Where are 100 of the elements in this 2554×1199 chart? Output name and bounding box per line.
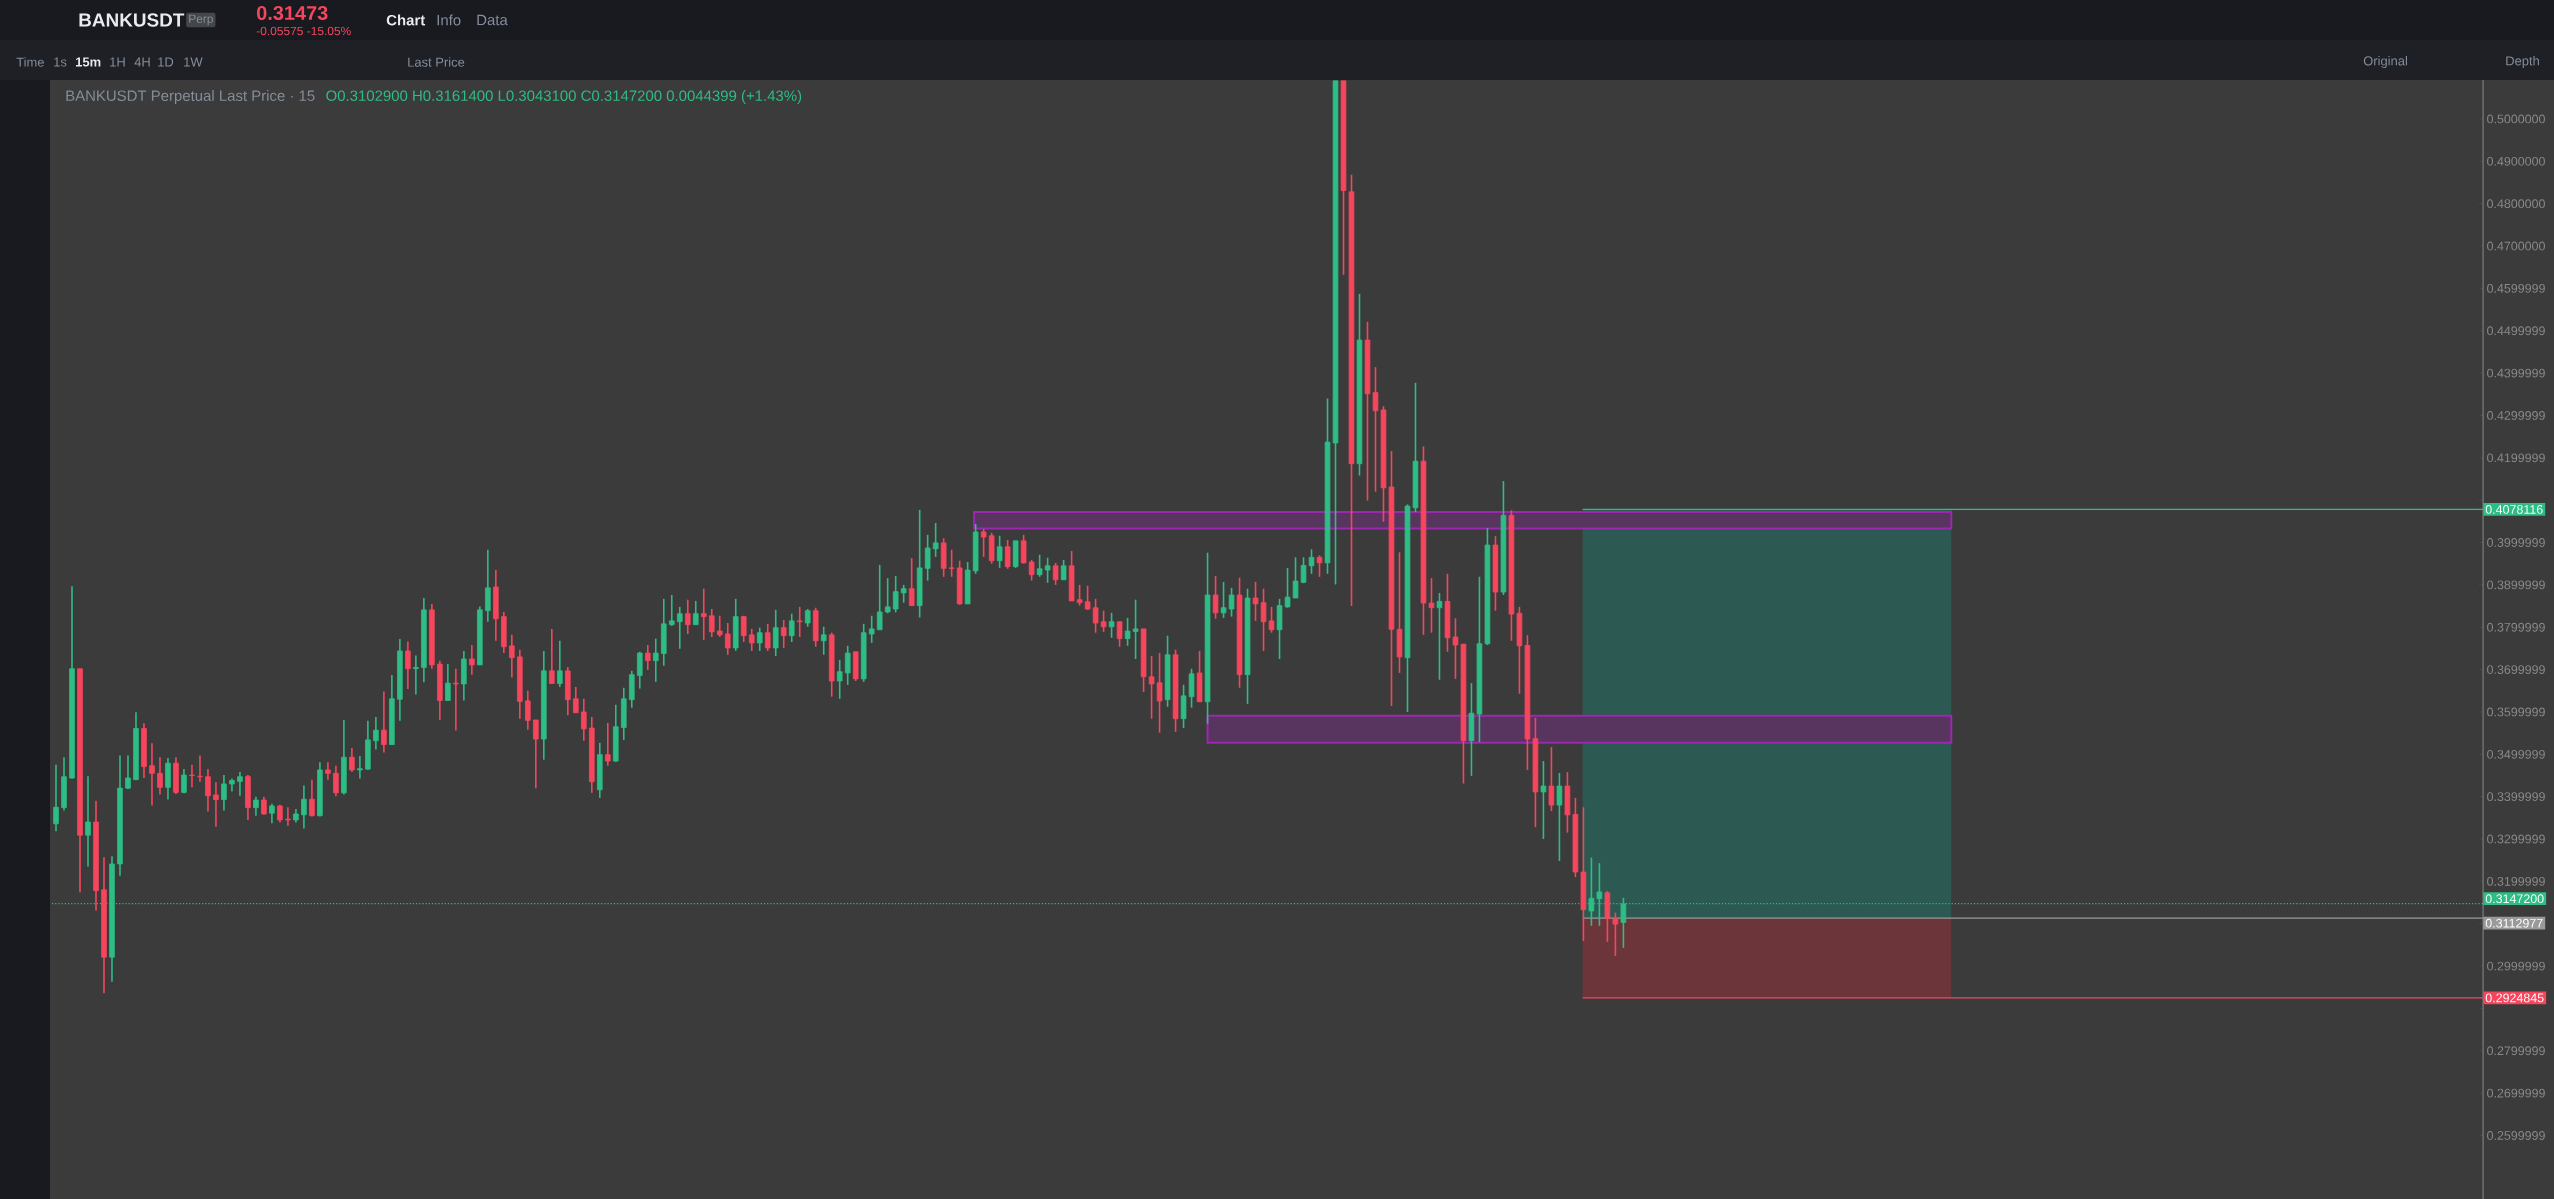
candlestick xyxy=(573,686,579,714)
candlestick xyxy=(1076,584,1083,607)
candlestick xyxy=(684,598,691,635)
y-tick-label: 0.4900000 xyxy=(2487,156,2545,166)
text: Perp xyxy=(189,14,213,26)
y-tick-label: 0.4700000 xyxy=(2487,241,2545,251)
y-tick-label: 0.3899999 xyxy=(2487,580,2545,590)
candlestick xyxy=(1060,559,1067,581)
ref-line-label: 0.2924845 xyxy=(2485,993,2544,1003)
candlestick xyxy=(357,755,363,780)
candlestick xyxy=(756,626,763,652)
ref-line-label: 0.3112977 xyxy=(2485,918,2543,928)
candlestick xyxy=(644,644,651,671)
candlestick xyxy=(1132,598,1139,660)
candlestick xyxy=(868,614,875,644)
candlestick xyxy=(237,771,243,797)
y-tick-label: 0.4599999 xyxy=(2487,283,2545,293)
candlestick xyxy=(1316,554,1323,578)
candlestick xyxy=(788,612,795,643)
candlestick xyxy=(932,522,939,558)
text: 1s xyxy=(54,57,67,67)
y-tick-label: 0.3299999 xyxy=(2487,834,2545,844)
candlestick xyxy=(85,775,91,868)
candlestick xyxy=(453,667,459,732)
candlestick xyxy=(1004,539,1011,570)
candlestick xyxy=(557,639,563,688)
candlestick xyxy=(748,628,755,652)
candlestick xyxy=(1612,911,1619,957)
candlestick xyxy=(636,650,643,690)
candlestick xyxy=(820,625,827,656)
text: 15m xyxy=(76,57,101,67)
candlestick xyxy=(325,761,331,781)
y-tick-label: 0.2799999 xyxy=(2487,1046,2545,1056)
candlestick xyxy=(740,614,747,643)
ref-line-label: 0.3147200 xyxy=(2485,894,2544,904)
y-tick-label: 0.2599999 xyxy=(2487,1131,2545,1140)
candlestick xyxy=(261,795,267,816)
candlestick xyxy=(796,606,803,638)
candlestick xyxy=(836,659,843,700)
candlestick xyxy=(1084,584,1091,611)
text: Info xyxy=(437,14,461,26)
candlestick xyxy=(53,764,59,833)
candlestick xyxy=(692,600,699,626)
text: Data xyxy=(477,14,508,26)
text: 0.31473 xyxy=(256,5,328,21)
candlestick xyxy=(469,644,475,676)
text: 1W xyxy=(184,57,203,67)
candlestick xyxy=(844,645,851,686)
candlestick xyxy=(301,784,307,830)
text: Last Price xyxy=(408,57,465,67)
candlestick xyxy=(333,764,339,798)
candlestick xyxy=(509,634,515,679)
y-tick-label: 0.4399999 xyxy=(2487,368,2545,378)
candlestick xyxy=(1028,559,1035,582)
candlestick xyxy=(349,747,355,773)
y-tick-label: 0.4499999 xyxy=(2487,326,2545,336)
candlestick xyxy=(892,575,899,614)
candlestick xyxy=(581,697,587,742)
candlestick xyxy=(1036,553,1043,578)
candlestick xyxy=(1180,684,1187,729)
text: Time xyxy=(16,57,44,67)
candlestick xyxy=(213,781,219,828)
y-tick-label: 0.3699999 xyxy=(2487,665,2545,674)
y-tick-label: 0.3999999 xyxy=(2487,538,2545,547)
candlestick xyxy=(1116,620,1123,648)
text: -0.05575 -15.05% xyxy=(256,26,351,36)
candlestick xyxy=(221,774,227,812)
text: BANKUSDT xyxy=(79,13,185,27)
candlestick xyxy=(924,534,931,582)
candlestick xyxy=(157,756,163,796)
candlestick xyxy=(1220,581,1227,619)
candlestick xyxy=(1124,617,1131,647)
candlestick xyxy=(253,795,259,817)
y-tick-label: 0.2999999 xyxy=(2487,961,2545,971)
candlestick xyxy=(908,557,915,607)
y-tick-label: 0.3599999 xyxy=(2487,707,2545,717)
text: BANKUSDT Perpetual Last Price · 15 xyxy=(66,90,315,104)
candlestick xyxy=(876,564,883,631)
candlestick xyxy=(205,768,211,813)
candlestick xyxy=(1108,612,1115,639)
candlestick xyxy=(1044,556,1051,584)
candlestick xyxy=(373,716,379,751)
candlestick xyxy=(1020,534,1027,565)
candlestick xyxy=(197,754,203,783)
candlestick xyxy=(549,628,555,685)
text: Depth xyxy=(2506,55,2539,69)
text: 1D xyxy=(158,57,174,67)
candlestick xyxy=(700,587,707,641)
text: Chart xyxy=(386,14,426,26)
candlestick xyxy=(708,608,715,638)
candlestick xyxy=(1548,746,1555,812)
candlestick xyxy=(980,528,987,558)
candlestick xyxy=(772,609,779,657)
candlestick xyxy=(676,606,683,650)
candlestick xyxy=(652,637,659,683)
text: Original xyxy=(2363,55,2407,69)
candlestick xyxy=(1092,598,1099,634)
y-tick-label: 0.3399999 xyxy=(2487,792,2545,802)
text: 4H xyxy=(134,57,150,67)
candlestick xyxy=(948,548,955,578)
